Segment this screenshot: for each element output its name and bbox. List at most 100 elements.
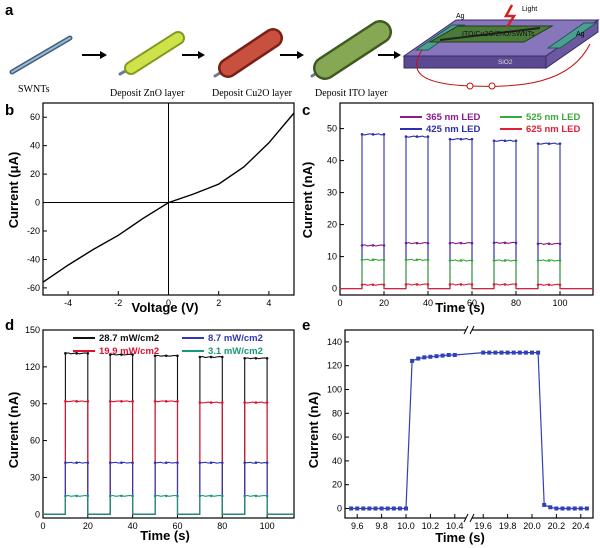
plot-c-point-425-nm-led <box>415 135 419 138</box>
plot-c-ytick-label: 10 <box>327 252 337 262</box>
device-label-ag-left: Ag <box>456 13 465 20</box>
plot-c-series-425-nm-led <box>340 133 593 290</box>
plot-e-point <box>530 350 534 355</box>
plot-e-break-mark <box>469 513 475 523</box>
plot-e-point <box>566 506 571 511</box>
plot-e-xtick-label: 20.2 <box>548 521 566 531</box>
plot-e-xlabel: Time (s) <box>435 530 485 545</box>
plot-e-point <box>349 506 354 511</box>
plot-d-series-28-7-mw-cm2 <box>43 352 294 515</box>
plot-d-point-8-7-mw-cm2 <box>176 461 179 465</box>
plot-e-xtick-label: 10.4 <box>446 521 464 531</box>
schematic-ito-tube <box>310 20 392 80</box>
plot-d-xtick-label: 80 <box>217 521 227 531</box>
process-arrows <box>82 51 401 59</box>
legend-label-525: 525 nm LED <box>526 112 581 123</box>
plot-c-series-365-nm-led <box>340 241 593 290</box>
plot-e-point <box>379 506 384 511</box>
plot-d-point-3-1-mw-cm2 <box>120 494 123 498</box>
plot-c-point-525-nm-led <box>459 259 463 262</box>
plot-d-point-19-9-mw-cm2 <box>131 399 134 403</box>
plot-b-xtick-label: -4 <box>64 298 72 308</box>
plot-e-break-mark <box>463 325 469 335</box>
plot-d-xlabel: Time (s) <box>140 528 190 543</box>
plot-c-ytick-label: 20 <box>327 220 337 230</box>
plot-d-ylabel: Current (nA) <box>6 392 21 469</box>
plot-d-point-28-7-mw-cm2 <box>164 354 168 358</box>
plot-d-point-3-1-mw-cm2 <box>265 494 269 498</box>
plot-c-point-425-nm-led <box>404 135 408 138</box>
plot-d-legend: 28.7 mW/cm2 19.9 mW/cm2 8.7 mW/cm2 3.1 m… <box>73 333 263 357</box>
plot-d-point-3-1-mw-cm2 <box>64 494 67 498</box>
plot-d-xtick-label: 100 <box>260 521 275 531</box>
plot-c-point-425-nm-led <box>470 137 474 141</box>
plot-e-point <box>548 505 553 510</box>
plot-e-point <box>404 506 408 511</box>
plot-d-point-3-1-mw-cm2 <box>131 494 134 498</box>
plot-c-xtick-label: 100 <box>552 298 567 308</box>
plot-d-point-19-9-mw-cm2 <box>220 401 224 404</box>
plot-b-iv-curve <box>42 112 295 283</box>
plot-d-point-8-7-mw-cm2 <box>108 461 112 465</box>
plot-e-ylabel: Current (nA) <box>306 392 321 469</box>
plot-d-point-19-9-mw-cm2 <box>265 401 269 404</box>
plot-e-ytick-label: 120 <box>327 361 342 371</box>
plot-e-point <box>481 350 486 355</box>
plot-c-point-365-nm-led <box>547 242 551 246</box>
plot-c-xtick-label: 80 <box>511 298 521 308</box>
plot-c-frame <box>339 102 594 296</box>
plot-e-point <box>397 506 402 511</box>
plot-e-point <box>493 350 498 355</box>
plot-c-point-625-nm-led <box>470 283 474 286</box>
plot-c-ytick-label: 30 <box>327 188 337 198</box>
plot-e-xtick-label: 10.2 <box>422 521 440 531</box>
plot-c-ytick-label: 40 <box>327 156 337 166</box>
device-label-substrate: SiO2 <box>498 59 513 66</box>
plot-e-xtick-label: 20.4 <box>572 521 590 531</box>
plot-e-break-mark <box>463 513 469 523</box>
plot-c-point-525-nm-led <box>492 259 496 262</box>
plot-e-point <box>505 350 510 355</box>
plot-c-xtick-label: 40 <box>423 298 433 308</box>
plot-d-point-3-1-mw-cm2 <box>254 494 258 498</box>
plot-e-ytick-label: 140 <box>327 337 342 347</box>
plot-b-ytick-label: 0 <box>35 198 40 208</box>
plot-b-ylabel: Current (μA) <box>6 152 21 229</box>
plot-c-point-625-nm-led <box>547 283 551 287</box>
plot-e-point <box>434 354 439 359</box>
plot-c-point-625-nm-led <box>371 283 375 287</box>
plot-c-ytick-label: 0 <box>332 284 337 294</box>
plot-c-point-525-nm-led <box>470 259 474 262</box>
plot-e-point <box>578 506 583 511</box>
panel-label-b: b <box>5 102 14 119</box>
plot-c-point-425-nm-led <box>382 133 386 136</box>
plot-e-point <box>416 356 421 361</box>
legend-label-365: 365 nm LED <box>426 112 481 123</box>
plot-d-ytick-label: 150 <box>25 325 40 335</box>
plot-c-point-525-nm-led <box>371 258 375 262</box>
plot-d-ytick-label: 30 <box>30 472 40 482</box>
plot-c-point-625-nm-led <box>503 283 507 286</box>
plot-c: 0 20 40 60 80 100 0 10 20 30 40 50 <box>327 102 594 308</box>
plot-d-point-28-7-mw-cm2 <box>176 354 179 358</box>
plot-e-point <box>440 353 445 358</box>
plot-e-point <box>373 506 378 511</box>
plot-d-point-19-9-mw-cm2 <box>120 399 123 403</box>
plot-c-xtick-label: 60 <box>467 298 477 308</box>
plot-d-point-28-7-mw-cm2 <box>198 355 202 359</box>
plot-e-xtick-label: 9.8 <box>375 521 388 531</box>
plot-c-xtick-label: 0 <box>337 298 342 308</box>
plot-b-xtick-label: -2 <box>114 298 122 308</box>
plot-c-point-525-nm-led <box>547 259 551 262</box>
plot-e-point <box>446 352 451 357</box>
plot-d-point-3-1-mw-cm2 <box>75 494 78 498</box>
plot-d-point-19-9-mw-cm2 <box>86 399 90 403</box>
plot-e-break-mark <box>469 325 475 335</box>
plot-d-point-19-9-mw-cm2 <box>75 399 78 403</box>
plot-e-ytick-label: 100 <box>327 384 342 394</box>
plot-d-point-8-7-mw-cm2 <box>254 461 258 465</box>
plot-e-point <box>511 350 516 355</box>
plot-d-ytick-label: 0 <box>35 509 40 519</box>
